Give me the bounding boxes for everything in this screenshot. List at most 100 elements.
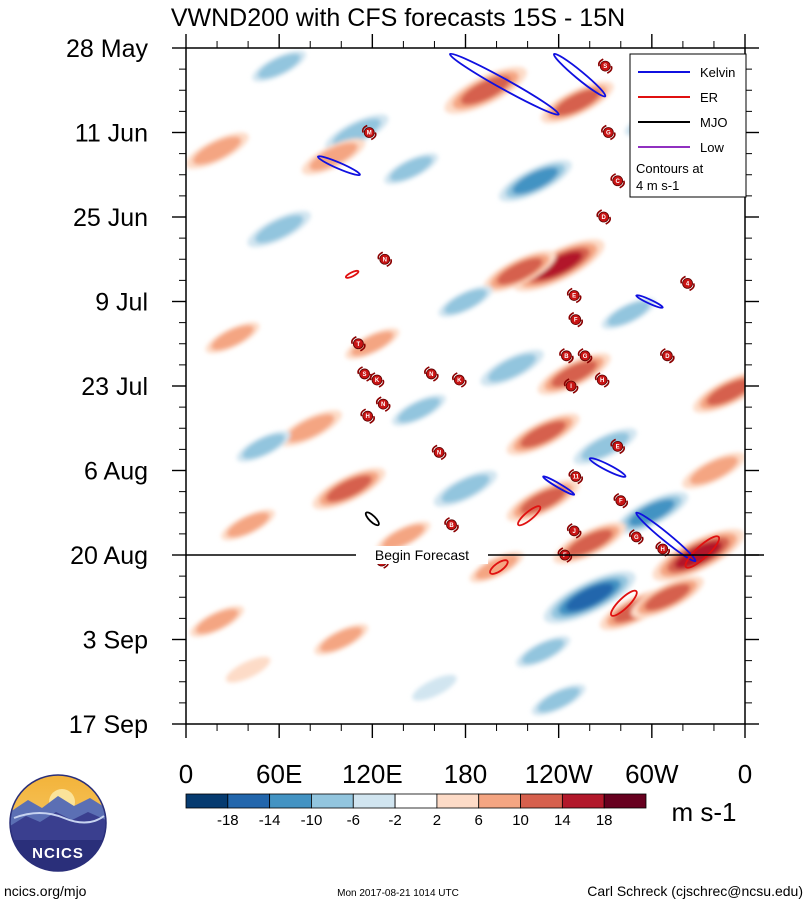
anomaly-contour-level	[444, 289, 487, 314]
anomaly-contour-level	[286, 414, 335, 443]
anomaly-blob	[444, 66, 527, 114]
storm-icon	[352, 338, 364, 350]
anomaly-blob	[531, 684, 586, 716]
y-tick-label: 3 Sep	[83, 627, 148, 655]
x-tick-label: 120W	[525, 759, 593, 789]
colorbar-tick-label: -10	[301, 812, 323, 829]
storm-label: D	[602, 215, 607, 221]
anomaly-contour-level	[706, 378, 745, 406]
wave-contour-mjo	[364, 511, 380, 527]
storm-label: G	[583, 354, 588, 360]
anomaly-blob	[573, 428, 637, 465]
anomaly-contour-level	[309, 142, 358, 171]
storm-marker: D	[660, 348, 675, 364]
storm-swirl-lower	[572, 385, 579, 394]
storm-marker: C	[610, 173, 625, 189]
footer-author: Carl Schreck (cjschrec@ncsu.edu)	[587, 883, 803, 899]
anomaly-blob	[682, 452, 745, 489]
wave-contour-er	[610, 589, 638, 617]
anomaly-blob	[312, 467, 386, 510]
storm-marker: B	[444, 517, 459, 533]
colorbar-swatch	[520, 793, 563, 809]
anomaly-blob	[537, 353, 611, 395]
wave-contour-kelvin	[542, 475, 576, 496]
anomaly-contour-level	[257, 53, 301, 79]
storm-marker: F	[568, 311, 584, 328]
storm-swirl-upper	[444, 517, 450, 526]
storm-label: H	[366, 414, 370, 420]
x-tick-label: 0	[179, 759, 193, 789]
storm-marker: N	[377, 251, 393, 267]
anomaly-contour-level	[581, 432, 630, 461]
footer-timestamp: Mon 2017-08-21 1014 UTC	[337, 888, 459, 899]
storm-swirl-upper	[451, 372, 458, 381]
storm-swirl-upper	[360, 408, 367, 417]
storm-icon	[570, 314, 582, 326]
storm-icon	[615, 495, 627, 507]
anomaly-blob	[384, 153, 439, 185]
storm-swirl-lower	[668, 355, 675, 364]
anomaly-blob	[630, 576, 704, 619]
storm-icon	[602, 127, 614, 138]
storm-swirl-lower	[577, 476, 584, 485]
anomaly-blob	[221, 509, 276, 541]
wave-contour-er	[517, 505, 542, 527]
colorbar-tick-label: 10	[512, 812, 529, 829]
storm-label: 4	[686, 281, 690, 287]
anomaly-contour-level	[332, 118, 381, 147]
wave-contour-er	[684, 535, 721, 569]
colorbar-swatch	[561, 793, 605, 809]
storm-label: N	[437, 450, 441, 456]
storm-marker: 11	[568, 468, 584, 485]
storm-icon	[363, 127, 375, 138]
storm-marker: D	[596, 209, 611, 225]
colorbar-tick-label: 6	[475, 812, 483, 829]
storm-icon	[568, 290, 580, 301]
storm-label: E	[616, 444, 620, 450]
y-axis: 28 May 11 Jun 25 Jun 9 Jul 23 Jul 6 Aug 20 Aug…	[66, 35, 759, 739]
storm-marker: M	[361, 124, 377, 141]
y-tick-label: 23 Jul	[81, 373, 148, 401]
anomaly-contour-level	[534, 251, 583, 280]
storm-swirl-lower	[440, 452, 447, 461]
storm-icon	[568, 525, 580, 537]
storm-marker: S	[597, 58, 613, 74]
y-tick-label: 20 Aug	[70, 542, 148, 570]
footer-left[interactable]: ncics.org/mjo	[4, 883, 87, 899]
storm-swirl-lower	[575, 295, 582, 304]
storm-label: H	[600, 378, 604, 384]
storm-swirl-upper	[597, 58, 604, 67]
anomaly-blob	[278, 410, 342, 447]
anomaly-blob	[325, 114, 389, 151]
storm-icon	[446, 519, 457, 531]
storm-swirl-lower	[378, 379, 385, 388]
anomaly-blob	[438, 285, 493, 318]
anomaly-contour-level	[225, 656, 271, 683]
storm-icon	[599, 60, 611, 72]
logo-ring	[9, 774, 107, 872]
anomaly-blob	[225, 656, 271, 683]
storm-label: C	[616, 179, 621, 185]
storm-label: N	[383, 257, 387, 263]
anomaly-contour-level	[644, 583, 691, 611]
legend: Kelvin ER MJO Low Contours at 4 m s-1	[629, 53, 747, 198]
colorbar-swatch	[269, 793, 312, 809]
anomaly-contour-level	[520, 421, 567, 448]
storm-marker: E	[610, 438, 625, 455]
anomaly-contour-level	[242, 433, 285, 459]
storm-label: G	[634, 535, 639, 541]
storm-swirl-lower	[619, 180, 625, 189]
storm-swirl-upper	[568, 468, 575, 477]
storm-swirl-lower	[384, 403, 391, 412]
storm-swirl-lower	[386, 258, 393, 267]
anomaly-contour-level	[521, 639, 565, 664]
legend-label-er: ER	[700, 90, 718, 105]
storm-swirl-upper	[375, 396, 382, 405]
storm-swirl-lower	[606, 65, 613, 74]
storm-swirl-upper	[361, 124, 368, 133]
anomaly-blob	[205, 322, 260, 354]
wave-contour-kelvin	[588, 457, 627, 478]
storm-swirl-lower	[637, 536, 644, 545]
x-axis: 0 60E 120E 180 120W 60W 0	[179, 34, 752, 789]
storm-swirl-lower	[577, 319, 584, 328]
